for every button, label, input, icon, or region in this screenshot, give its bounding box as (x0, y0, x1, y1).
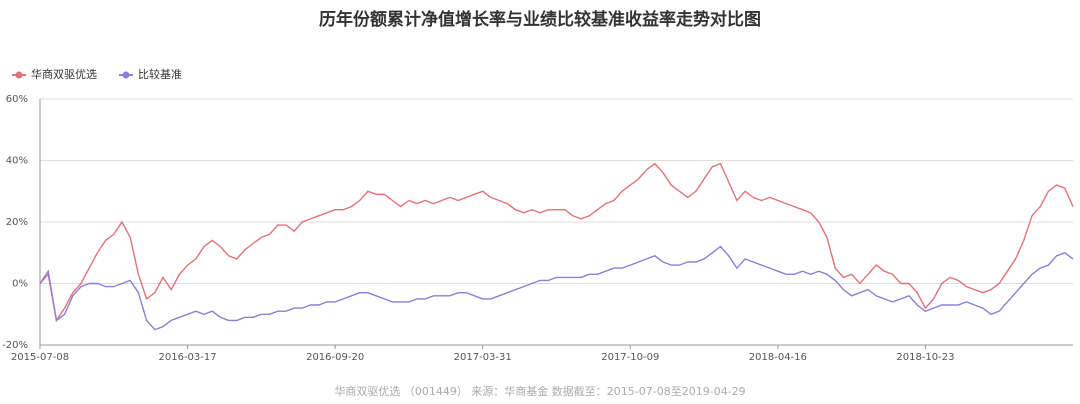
legend-label: 华商双驱优选 (31, 67, 97, 81)
chart-title: 历年份额累计净值增长率与业绩比较基准收益率走势对比图 (319, 9, 761, 30)
x-tick-label: 2016-03-17 (159, 352, 217, 363)
series-line (39, 162, 1074, 323)
legend-label: 比较基准 (138, 67, 182, 81)
footnote: 华商双驱优选 （001449） 来源：华商基金 数据截至：2015-07-08至… (334, 384, 745, 398)
y-tick-label: 40% (6, 156, 28, 167)
x-tick-label: 2016-09-20 (306, 352, 364, 363)
x-tick-label: 2015-07-08 (11, 352, 69, 363)
x-tick-label: 2018-04-16 (749, 352, 807, 363)
y-tick-label: -20% (2, 340, 28, 351)
x-tick-label: 2017-03-31 (454, 352, 512, 363)
y-tick-label: 60% (6, 94, 28, 105)
series-line (39, 245, 1074, 331)
x-tick-label: 2017-10-09 (601, 352, 659, 363)
legend-marker (122, 71, 130, 79)
y-tick-label: 0% (12, 279, 28, 290)
x-tick-label: 2018-10-23 (896, 352, 954, 363)
legend-marker (15, 71, 23, 79)
y-tick-label: 20% (6, 217, 28, 228)
